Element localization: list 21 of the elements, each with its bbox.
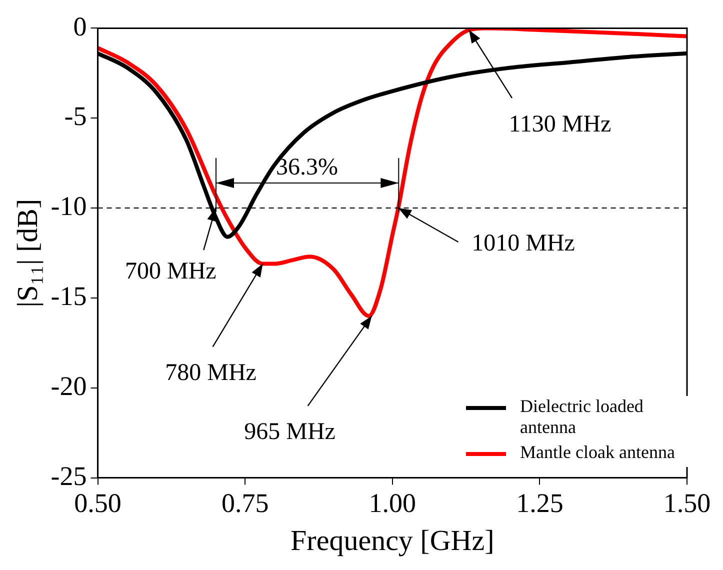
y-tick-label: -5 xyxy=(64,101,87,132)
legend-label: Dielectric loaded antenna xyxy=(520,396,644,438)
y-tick-label: 0 xyxy=(73,11,87,42)
x-axis-title: Frequency [GHz] xyxy=(290,525,494,558)
annotation: 1130 MHz xyxy=(508,111,612,138)
annotation: 1010 MHz xyxy=(472,230,575,256)
annotation: 780 MHz xyxy=(165,360,256,386)
y-axis-title: |S₁₁| [dB] xyxy=(12,198,44,308)
y-tick-label: -15 xyxy=(50,281,87,312)
x-tick-label: 1.25 xyxy=(516,488,564,518)
x-tick-label: 0.75 xyxy=(221,488,269,518)
annotation: 36.3% xyxy=(276,154,338,180)
legend-label: Mantle cloak antenna xyxy=(520,442,675,463)
annotation: 700 MHz xyxy=(124,258,216,284)
x-tick-label: 0.50 xyxy=(74,488,122,518)
annotation: 965 MHz xyxy=(244,419,336,446)
y-tick-label: -20 xyxy=(50,370,87,401)
y-tick-label: -10 xyxy=(50,191,87,222)
y-tick-label: -25 xyxy=(50,460,87,491)
x-tick-label: 1.50 xyxy=(663,488,711,518)
x-tick-label: 1.00 xyxy=(368,488,416,518)
